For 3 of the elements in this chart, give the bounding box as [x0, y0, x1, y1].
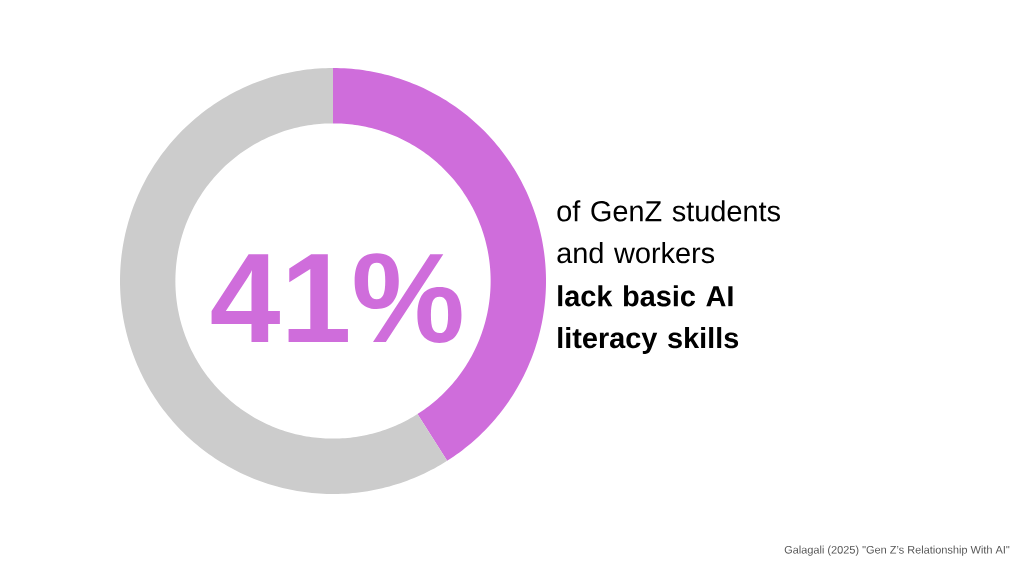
text: lack basic AI literacy skills — [558, 285, 739, 354]
text: Galagali (2025) "Gen Z’s Relationship With AI" — [784, 545, 1010, 556]
data-label: 41% — [211, 253, 462, 343]
